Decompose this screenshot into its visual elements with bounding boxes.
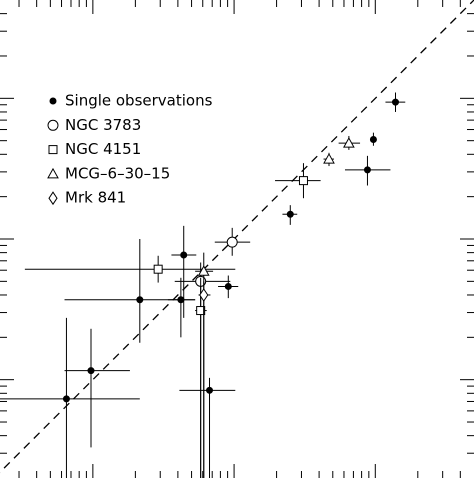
point bbox=[153, 264, 163, 274]
legend-label: NGC 4151 bbox=[65, 140, 141, 158]
point bbox=[298, 176, 308, 186]
point bbox=[136, 296, 144, 304]
point bbox=[286, 210, 294, 218]
point bbox=[199, 288, 209, 302]
point bbox=[62, 395, 70, 403]
legend-label: MCG–6–30–15 bbox=[65, 164, 170, 182]
legend-marker bbox=[48, 145, 58, 155]
legend-marker bbox=[47, 119, 59, 131]
point bbox=[363, 166, 371, 174]
point bbox=[197, 265, 210, 276]
point bbox=[224, 282, 232, 290]
legend-label: NGC 3783 bbox=[65, 116, 141, 134]
legend-label: Single observations bbox=[65, 92, 213, 110]
point bbox=[206, 386, 214, 394]
point bbox=[391, 98, 399, 106]
legend-marker bbox=[48, 191, 58, 206]
legend-marker bbox=[49, 97, 57, 105]
point bbox=[323, 153, 335, 164]
point bbox=[196, 306, 206, 316]
legend-marker bbox=[47, 167, 59, 179]
point bbox=[180, 251, 188, 259]
point bbox=[369, 135, 377, 143]
point bbox=[87, 367, 95, 375]
point bbox=[343, 137, 355, 148]
legend-label: Mrk 841 bbox=[65, 189, 126, 207]
point bbox=[226, 236, 238, 248]
